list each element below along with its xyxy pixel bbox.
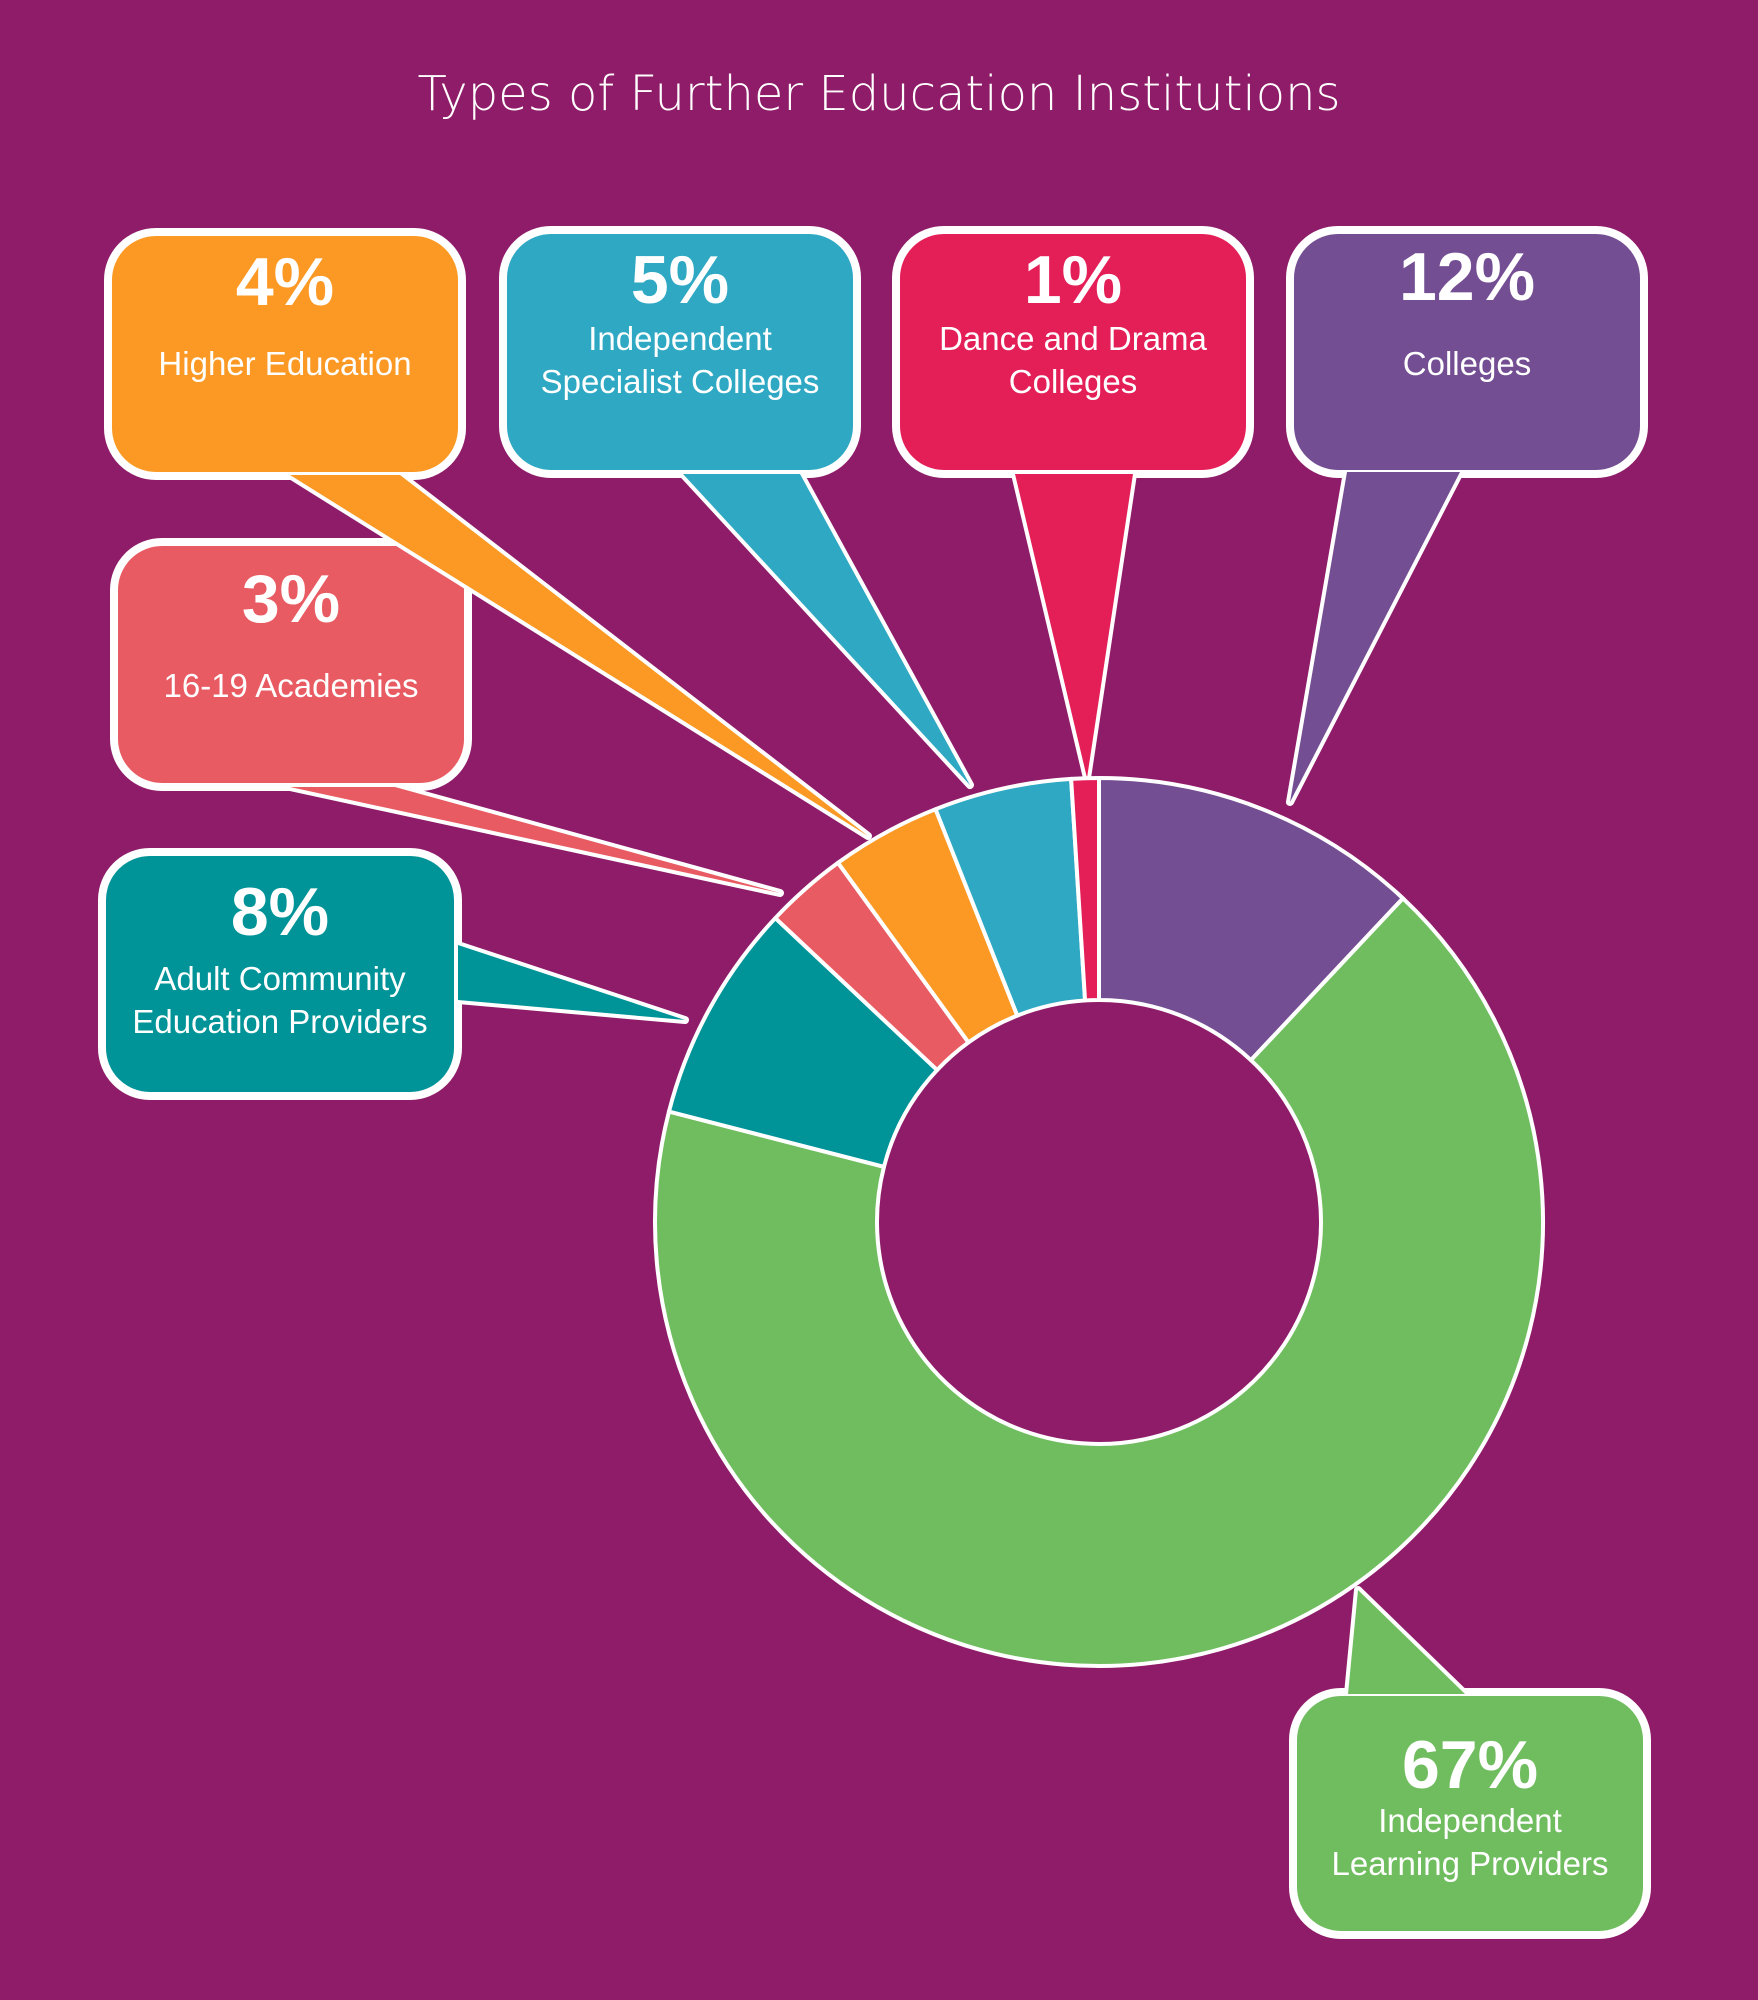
callout-tail-fill <box>683 474 970 785</box>
callout-label-independent-specialist-colleges: Independent Specialist Colleges <box>541 320 820 400</box>
slice-dance-and-drama-colleges <box>1069 776 1101 1003</box>
callout-tail-fill <box>1290 472 1460 802</box>
slice-independent-learning-providers <box>653 896 1545 1668</box>
callout-label-dance-and-drama-colleges: Dance and Drama Colleges <box>939 320 1207 400</box>
callout-percent-independent-specialist-colleges: 5% <box>631 242 729 318</box>
callouts: 12% Colleges 67%Independent Learning Provid… <box>98 226 1651 1939</box>
callout-tail-fill <box>290 787 780 893</box>
callout-percent-16-19-academies: 3% <box>242 561 340 637</box>
callout-tail-fill <box>290 475 868 836</box>
callout-label-higher-education: Higher Education <box>158 345 411 382</box>
callout-box <box>104 228 466 480</box>
callout-label-16-19-academies: 16-19 Academies <box>164 667 419 704</box>
callout-percent-independent-learning-providers: 67% <box>1402 1727 1538 1803</box>
callout-dance-and-drama-colleges: 1%Dance and Drama Colleges <box>892 226 1254 782</box>
callout-colleges: 12% Colleges <box>1286 226 1648 806</box>
callout-16-19-academies: 3% 16-19 Academies <box>110 538 784 897</box>
donut-slices <box>653 776 1545 1668</box>
callout-percent-colleges: 12% <box>1399 239 1535 315</box>
callout-label-adult-community-education-providers: Adult Community Education Providers <box>132 960 427 1040</box>
callout-higher-education: 4% Higher Education <box>104 228 872 840</box>
callout-label-colleges: Colleges <box>1403 345 1531 382</box>
callout-label-independent-learning-providers: Independent Learning Providers <box>1332 1802 1609 1882</box>
callout-tail-fill <box>458 945 685 1020</box>
slice-colleges <box>1097 776 1405 1063</box>
callout-box <box>1286 226 1648 478</box>
chart-title: Types of Further Education Institutions <box>417 66 1340 122</box>
callout-box <box>499 226 861 478</box>
callout-tail-fill <box>1348 1590 1465 1694</box>
callout-independent-specialist-colleges: 5%Independent Specialist Colleges <box>499 226 974 789</box>
callout-box <box>1289 1688 1651 1939</box>
callout-tail-fill <box>1015 474 1133 778</box>
callout-adult-community-education-providers: 8% Adult Community Education Providers <box>98 848 689 1100</box>
callout-independent-learning-providers: 67%Independent Learning Providers <box>1289 1586 1651 1939</box>
callout-percent-dance-and-drama-colleges: 1% <box>1024 242 1122 318</box>
callout-percent-higher-education: 4% <box>236 244 334 320</box>
callout-percent-adult-community-education-providers: 8% <box>231 874 329 950</box>
